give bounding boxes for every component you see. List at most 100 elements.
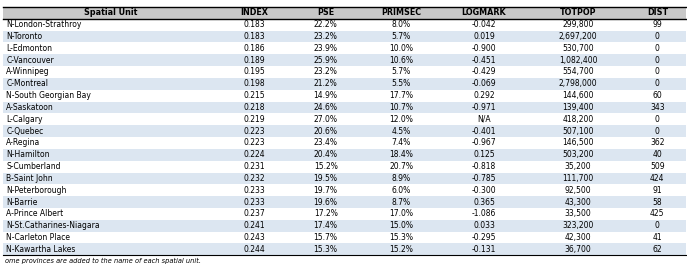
Text: -0.785: -0.785 — [472, 174, 496, 183]
Text: 17.0%: 17.0% — [389, 209, 413, 218]
Text: 323,200: 323,200 — [563, 221, 594, 230]
Text: 0: 0 — [655, 44, 660, 53]
Text: 91: 91 — [653, 186, 662, 195]
Text: A-Prince Albert: A-Prince Albert — [6, 209, 63, 218]
Text: 17.4%: 17.4% — [314, 221, 338, 230]
Text: 23.9%: 23.9% — [314, 44, 338, 53]
Text: N-London-Strathroy: N-London-Strathroy — [6, 20, 82, 29]
Text: 0.237: 0.237 — [243, 209, 265, 218]
Text: 0.241: 0.241 — [243, 221, 265, 230]
Text: 0.223: 0.223 — [243, 139, 265, 147]
Text: 43,300: 43,300 — [565, 198, 592, 206]
Text: 20.7%: 20.7% — [389, 162, 413, 171]
Text: -0.429: -0.429 — [472, 67, 496, 76]
Text: 17.2%: 17.2% — [314, 209, 337, 218]
Text: 23.2%: 23.2% — [314, 32, 337, 41]
Text: 8.0%: 8.0% — [392, 20, 411, 29]
Text: 509: 509 — [650, 162, 664, 171]
Text: -0.900: -0.900 — [472, 44, 496, 53]
Text: 0: 0 — [655, 79, 660, 88]
Text: 0.224: 0.224 — [243, 150, 265, 159]
Text: N-Kawartha Lakes: N-Kawartha Lakes — [6, 245, 76, 254]
Text: 0.033: 0.033 — [473, 221, 495, 230]
Text: 111,700: 111,700 — [563, 174, 594, 183]
Text: 0.292: 0.292 — [473, 91, 495, 100]
Text: 15.2%: 15.2% — [389, 245, 413, 254]
Text: 10.0%: 10.0% — [389, 44, 413, 53]
Text: 58: 58 — [653, 198, 662, 206]
Text: C-Montreal: C-Montreal — [6, 79, 48, 88]
Text: -0.295: -0.295 — [472, 233, 496, 242]
Text: 0: 0 — [655, 32, 660, 41]
Text: 25.9%: 25.9% — [314, 56, 338, 65]
Text: 20.4%: 20.4% — [314, 150, 338, 159]
Text: 4.5%: 4.5% — [392, 127, 411, 136]
Text: 0: 0 — [655, 221, 660, 230]
Text: 0: 0 — [655, 56, 660, 65]
Text: 20.6%: 20.6% — [314, 127, 338, 136]
Text: 425: 425 — [650, 209, 664, 218]
Text: 0: 0 — [655, 67, 660, 76]
Text: N-St.Catharines-Niagara: N-St.Catharines-Niagara — [6, 221, 100, 230]
Text: 8.9%: 8.9% — [392, 174, 411, 183]
Text: 15.3%: 15.3% — [389, 233, 413, 242]
Text: 60: 60 — [653, 91, 662, 100]
Text: 23.2%: 23.2% — [314, 67, 337, 76]
Text: INDEX: INDEX — [240, 8, 268, 17]
Text: 362: 362 — [650, 139, 664, 147]
Text: 0.183: 0.183 — [243, 20, 265, 29]
Text: 0.219: 0.219 — [243, 115, 265, 124]
Text: 0.198: 0.198 — [243, 79, 265, 88]
Text: 424: 424 — [650, 174, 664, 183]
Text: 27.0%: 27.0% — [314, 115, 338, 124]
Text: 12.0%: 12.0% — [389, 115, 413, 124]
Text: 503,200: 503,200 — [563, 150, 594, 159]
Text: 418,200: 418,200 — [563, 115, 594, 124]
Text: A-Regina: A-Regina — [6, 139, 41, 147]
Text: -0.042: -0.042 — [472, 20, 496, 29]
Text: L-Edmonton: L-Edmonton — [6, 44, 52, 53]
Text: 0.243: 0.243 — [243, 233, 265, 242]
Text: 0.231: 0.231 — [243, 162, 265, 171]
Text: 7.4%: 7.4% — [392, 139, 411, 147]
Text: 6.0%: 6.0% — [392, 186, 411, 195]
Text: Spatial Unit: Spatial Unit — [85, 8, 137, 17]
Text: N/A: N/A — [477, 115, 491, 124]
Text: N-South Georgian Bay: N-South Georgian Bay — [6, 91, 91, 100]
Text: 0.233: 0.233 — [243, 198, 265, 206]
Text: PRIMSEC: PRIMSEC — [381, 8, 421, 17]
Text: S-Cumberland: S-Cumberland — [6, 162, 60, 171]
Text: 554,700: 554,700 — [563, 67, 594, 76]
Text: -1.086: -1.086 — [472, 209, 496, 218]
Text: -0.451: -0.451 — [472, 56, 496, 65]
Text: 36,700: 36,700 — [565, 245, 592, 254]
Text: -0.401: -0.401 — [472, 127, 496, 136]
Text: 139,400: 139,400 — [563, 103, 594, 112]
Text: 0.195: 0.195 — [243, 67, 265, 76]
Text: 5.7%: 5.7% — [392, 67, 411, 76]
Text: N-Barrie: N-Barrie — [6, 198, 38, 206]
Text: 507,100: 507,100 — [563, 127, 594, 136]
Text: C-Vancouver: C-Vancouver — [6, 56, 54, 65]
Text: 0.365: 0.365 — [473, 198, 495, 206]
Text: 35,200: 35,200 — [565, 162, 592, 171]
Text: B-Saint John: B-Saint John — [6, 174, 53, 183]
Text: 17.7%: 17.7% — [389, 91, 413, 100]
Text: 299,800: 299,800 — [563, 20, 594, 29]
Text: A-Saskatoon: A-Saskatoon — [6, 103, 54, 112]
Text: 62: 62 — [653, 245, 662, 254]
Text: PSE: PSE — [317, 8, 335, 17]
Text: 15.2%: 15.2% — [314, 162, 337, 171]
Text: 22.2%: 22.2% — [314, 20, 337, 29]
Text: N-Toronto: N-Toronto — [6, 32, 43, 41]
Text: 144,600: 144,600 — [563, 91, 594, 100]
Text: -0.069: -0.069 — [472, 79, 496, 88]
Text: 33,500: 33,500 — [565, 209, 592, 218]
Text: 8.7%: 8.7% — [392, 198, 411, 206]
Text: 0.186: 0.186 — [243, 44, 265, 53]
Text: 5.5%: 5.5% — [392, 79, 411, 88]
Text: 92,500: 92,500 — [565, 186, 592, 195]
Text: 146,500: 146,500 — [563, 139, 594, 147]
Text: 15.3%: 15.3% — [314, 245, 338, 254]
Text: TOTPOP: TOTPOP — [560, 8, 596, 17]
